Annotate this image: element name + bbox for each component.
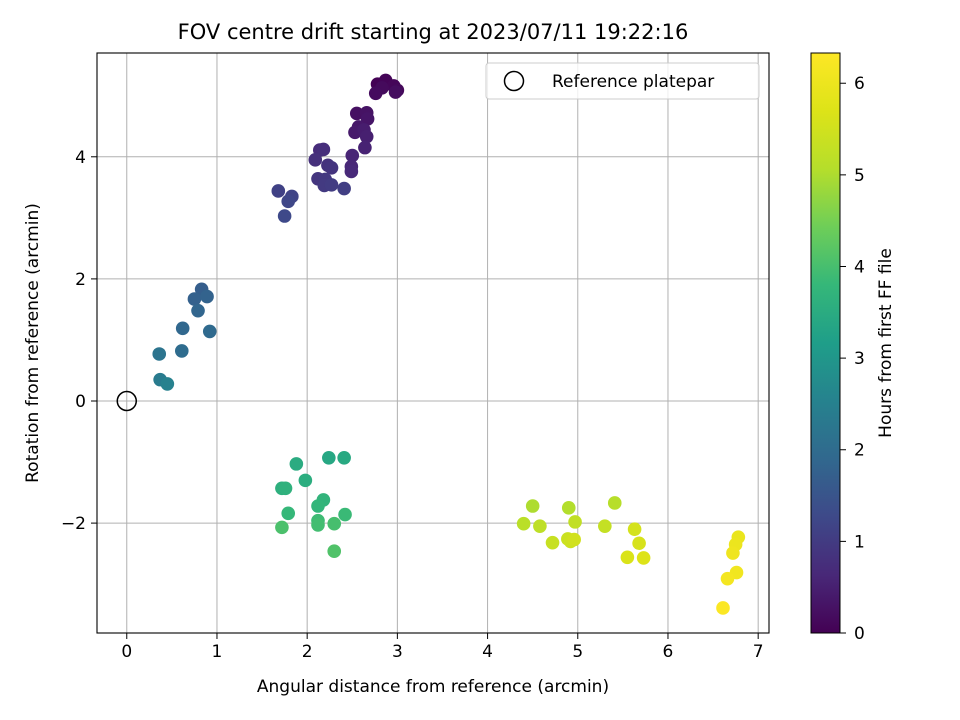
data-point (311, 518, 325, 532)
data-point (358, 140, 372, 155)
data-point (636, 551, 651, 565)
data-point (516, 516, 531, 531)
y-tick-label: 0 (75, 392, 86, 412)
colorbar-tick-label: 6 (854, 74, 865, 94)
data-point (281, 506, 296, 521)
data-point (568, 515, 582, 529)
grid-lines (97, 53, 769, 633)
data-point (152, 347, 167, 361)
data-point (202, 324, 217, 339)
y-axis-ticks: −2 0 2 4 (61, 148, 97, 534)
data-point (324, 160, 339, 175)
data-point (278, 481, 293, 496)
x-tick-label: 6 (663, 642, 674, 662)
plot-frame (96, 52, 770, 634)
data-point (561, 501, 576, 515)
data-point (191, 303, 205, 318)
legend: Reference platepar (485, 62, 760, 100)
data-point (720, 571, 735, 586)
data-point (175, 321, 190, 336)
data-point (726, 546, 740, 560)
x-tick-label: 3 (392, 642, 403, 662)
data-point (525, 499, 540, 513)
colorbar-tick-label: 4 (854, 257, 865, 277)
data-point (327, 516, 342, 531)
data-point (160, 377, 175, 391)
data-point (545, 535, 560, 550)
data-point (359, 129, 374, 144)
x-tick-label: 2 (302, 642, 313, 662)
data-point (289, 457, 304, 471)
reference-marker (116, 390, 138, 412)
y-tick-label: 4 (75, 148, 86, 168)
colorbar-tick-label: 0 (854, 624, 865, 644)
legend-entry-reference-platepar: Reference platepar (552, 72, 714, 92)
data-point (368, 86, 383, 101)
x-axis-label: Angular distance from reference (arcmin) (257, 677, 609, 697)
colorbar-tick-label: 2 (854, 441, 865, 461)
data-point (277, 209, 292, 223)
x-tick-label: 7 (753, 642, 764, 662)
data-point (338, 507, 352, 522)
data-point (271, 184, 286, 198)
data-point (298, 473, 313, 488)
data-point (311, 499, 325, 513)
data-points (152, 73, 746, 615)
colorbar-tick-label: 1 (854, 532, 865, 552)
data-point (716, 601, 730, 615)
data-point (567, 532, 581, 547)
reference-platepar-marker (116, 390, 138, 412)
chart-title: FOV centre drift starting at 2023/07/11 … (178, 20, 689, 44)
data-point (174, 344, 189, 358)
x-axis-ticks: 0 1 2 3 4 5 6 7 (121, 633, 764, 662)
x-tick-label: 5 (572, 642, 583, 662)
data-point (632, 536, 646, 551)
y-axis-label: Rotation from reference (arcmin) (23, 203, 43, 483)
data-point (349, 106, 364, 121)
data-point (316, 142, 331, 157)
data-point (344, 164, 359, 179)
data-point (275, 520, 289, 535)
colorbar-tick-label: 5 (854, 166, 865, 186)
data-point (200, 289, 214, 304)
colorbar (810, 52, 841, 634)
x-tick-label: 4 (482, 642, 493, 662)
x-tick-label: 0 (121, 642, 132, 662)
data-point (598, 519, 612, 533)
data-point (281, 194, 296, 209)
data-point (360, 112, 375, 126)
data-point (345, 148, 360, 163)
data-point (620, 550, 635, 565)
data-point (187, 292, 202, 306)
y-tick-label: 2 (75, 270, 86, 290)
data-point (627, 522, 642, 537)
data-point (607, 496, 622, 510)
data-point (337, 181, 351, 196)
data-point (533, 519, 547, 533)
data-point (327, 544, 342, 558)
y-tick-label: −2 (61, 514, 86, 534)
colorbar-ticks: 0 1 2 3 4 5 6 (840, 74, 865, 644)
legend-reference-marker (503, 70, 525, 92)
colorbar-tick-label: 3 (854, 349, 865, 369)
data-point (322, 450, 336, 465)
colorbar-label: Hours from first FF file (876, 248, 896, 438)
data-point (388, 85, 403, 99)
legend-box (485, 62, 760, 100)
data-point (324, 178, 339, 192)
data-point (337, 450, 351, 465)
data-point (308, 153, 323, 167)
x-tick-label: 1 (212, 642, 223, 662)
